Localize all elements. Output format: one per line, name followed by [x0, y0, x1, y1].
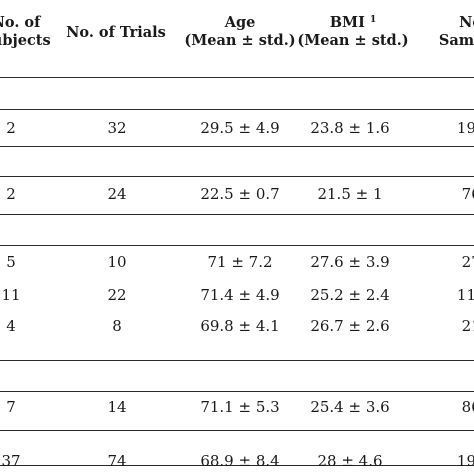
rule-section-1 — [0, 109, 474, 110]
header-age-line1: Age — [224, 14, 256, 31]
table-cell: 5 — [6, 253, 16, 271]
table-cell: 29.5 ± 4.9 — [200, 119, 280, 137]
table-cell: 28 ± 4.6 — [317, 452, 383, 470]
table-cell: 1920 — [456, 119, 474, 137]
table-cell: 21.5 ± 1 — [317, 185, 383, 203]
table-cell: 8 — [112, 317, 122, 335]
rule-section-3 — [0, 245, 474, 246]
rule-section-3-top — [0, 214, 474, 215]
table-cell: 864 — [461, 398, 474, 416]
header-trials-line1: No. of Trials — [66, 24, 166, 41]
table-cell: 37 — [1, 452, 21, 470]
table-cell: 2 — [6, 119, 16, 137]
rule-total-top — [0, 430, 474, 431]
table-cell: 71 ± 7.2 — [207, 253, 273, 271]
rule-total — [0, 465, 474, 466]
header-samples-line1: No. — [459, 14, 474, 31]
table-cell: 270 — [461, 253, 474, 271]
table-cell: 25.4 ± 3.6 — [310, 398, 390, 416]
table-cell: 68.9 ± 8.4 — [200, 452, 280, 470]
table-cell: 7 — [6, 398, 16, 416]
header-samples-line2: Samples — [438, 32, 474, 49]
table-cell: 1998 — [456, 452, 474, 470]
header-subjects: No. of Subjects — [0, 14, 76, 50]
table-cell: 2 — [6, 185, 16, 203]
rule-section-4 — [0, 391, 474, 392]
table-cell: 1188 — [456, 286, 474, 304]
table-cell: 23.8 ± 1.6 — [310, 119, 390, 137]
table-cell: 216 — [461, 317, 474, 335]
header-age: Age (Mean ± std.) — [170, 14, 310, 50]
table-cell: 4 — [6, 317, 16, 335]
rule-header-bottom — [0, 77, 474, 78]
rule-section-2 — [0, 176, 474, 177]
table-cell: 25.2 ± 2.4 — [310, 286, 390, 304]
table-cell: 71.4 ± 4.9 — [200, 286, 280, 304]
header-bmi-line2: (Mean ± std.) — [297, 32, 409, 49]
table-cell: 24 — [107, 185, 127, 203]
table-cell: 71.1 ± 5.3 — [200, 398, 280, 416]
header-bmi: BMI 1 (Mean ± std.) — [283, 14, 423, 50]
header-samples: No. Samples — [423, 14, 474, 50]
table-cell: 14 — [107, 398, 127, 416]
table-cell: 11 — [1, 286, 21, 304]
header-subjects-line2: Subjects — [0, 32, 51, 49]
header-bmi-footnote: 1 — [369, 15, 377, 25]
table-cell: 26.7 ± 2.6 — [310, 317, 390, 335]
table-cell: 27.6 ± 3.9 — [310, 253, 390, 271]
header-trials: No. of Trials — [56, 24, 176, 42]
table-cell: 768 — [461, 185, 474, 203]
table-cell: 22 — [107, 286, 127, 304]
header-subjects-line1: No. of — [0, 14, 41, 31]
header-bmi-line1: BMI 1 — [329, 14, 377, 31]
table-cell: 74 — [107, 452, 127, 470]
table-cell: 32 — [107, 119, 127, 137]
table-cell: 69.8 ± 4.1 — [200, 317, 280, 335]
rule-section-2-top — [0, 146, 474, 147]
rule-section-4-top — [0, 360, 474, 361]
table-cell: 10 — [107, 253, 127, 271]
header-age-line2: (Mean ± std.) — [184, 32, 296, 49]
table-cell: 22.5 ± 0.7 — [200, 185, 280, 203]
